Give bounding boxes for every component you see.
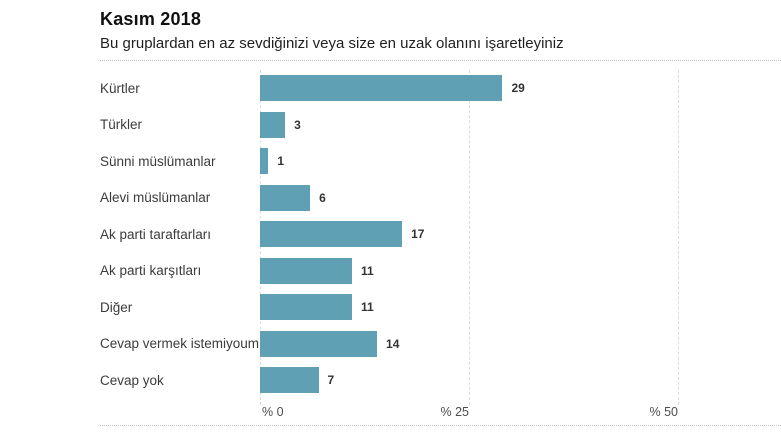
bar [260,184,311,211]
bar-row: Ak parti karşıtları 11 [100,253,781,290]
bar-row: Kürtler 29 [100,70,781,107]
bar [260,148,269,175]
bar-row: Türkler 3 [100,107,781,144]
bar [260,75,503,102]
chart-header: Kasım 2018 Bu gruplardan en az sevdiğini… [0,0,781,52]
bar [260,294,352,321]
bar-row: Sünni müslümanlar 1 [100,143,781,180]
x-tick-label: % 25 [440,404,470,419]
bar-row: Ak parti taraftarları 17 [100,216,781,253]
value-label: 11 [360,263,374,278]
bar-area: 6 [260,184,678,211]
category-label: Diğer [100,299,133,315]
bar-area: 29 [260,75,678,102]
gridline-25 [469,70,470,405]
bar-area: 3 [260,111,678,138]
value-label: 1 [277,154,285,169]
bar-rows: Kürtler 29 Türkler 3 Sünni müslümanlar 1 [100,70,781,399]
bar [260,221,403,248]
bar-chart: Kürtler 29 Türkler 3 Sünni müslümanlar 1 [100,70,781,405]
x-axis: % 0 % 25 % 50 [260,399,678,423]
bar-area: 11 [260,294,678,321]
top-divider [100,60,781,61]
category-label: Kürtler [100,80,140,96]
chart-title: Kasım 2018 [100,9,202,29]
x-tick-label: % 0 [262,404,284,419]
value-label: 14 [386,336,400,351]
category-label: Ak parti taraftarları [100,226,212,242]
value-label: 7 [327,373,335,388]
bar-area: 11 [260,257,678,284]
bar-area: 7 [260,367,678,394]
bar-area: 1 [260,148,678,175]
category-label: Cevap yok [100,372,164,388]
value-label: 11 [360,300,374,315]
chart-subtitle: Bu gruplardan en az sevdiğinizi veya siz… [100,35,564,52]
gridline-50 [678,70,679,405]
bar-row: Alevi müslümanlar 6 [100,180,781,217]
bar-row: Cevap vermek istemiyoum 14 [100,326,781,363]
bar [260,367,319,394]
category-label: Alevi müslümanlar [100,190,211,206]
bar-area: 17 [260,221,678,248]
value-label: 6 [319,190,326,205]
bar-area: 14 [260,330,678,357]
category-label: Sünni müslümanlar [100,153,216,169]
value-label: 17 [411,227,425,242]
bar [260,111,286,138]
x-tick-label: % 50 [649,404,679,419]
bar-row: Cevap yok 7 [100,362,781,399]
bottom-divider [100,424,781,426]
category-label: Cevap vermek istemiyoum [100,336,260,352]
bar [260,257,352,284]
category-label: Ak parti karşıtları [100,263,202,279]
bar [260,330,378,357]
category-label: Türkler [100,117,143,133]
value-label: 3 [294,117,301,132]
value-label: 29 [511,81,525,96]
bar-row: Diğer 11 [100,289,781,326]
